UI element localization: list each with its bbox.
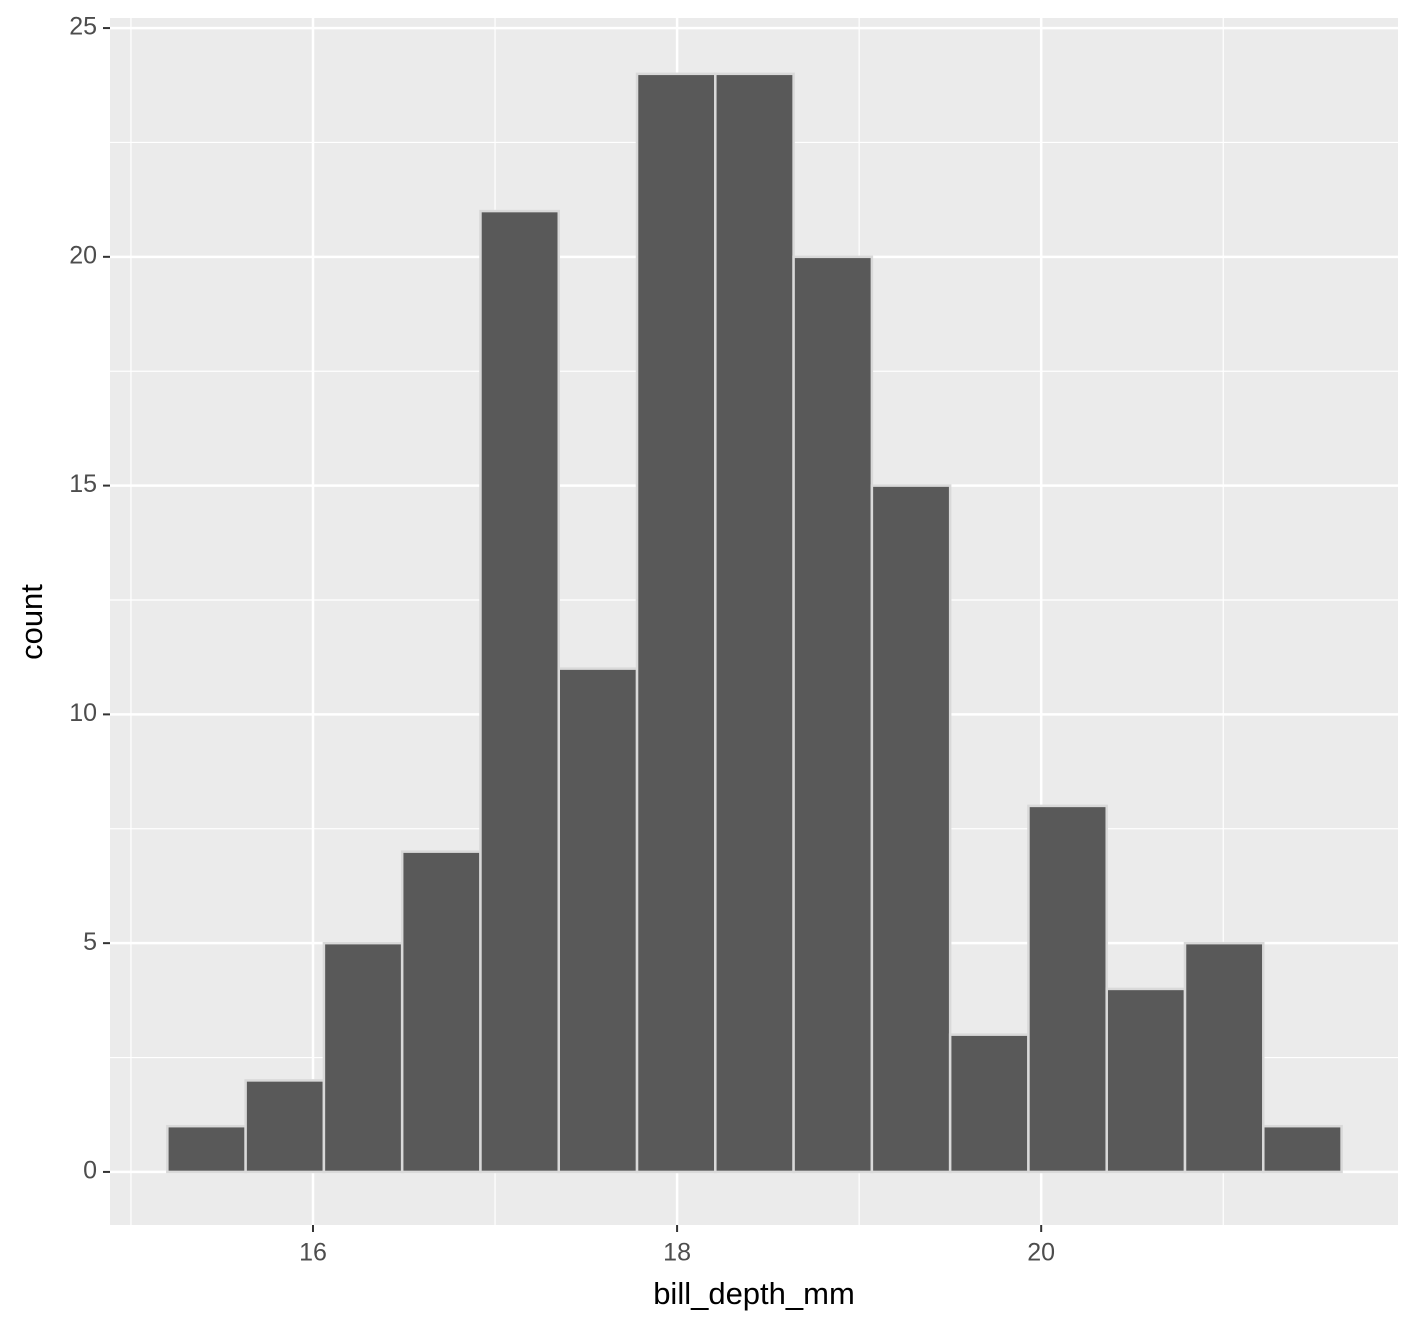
bar (1183, 941, 1265, 1174)
bar (635, 72, 717, 1174)
y-tick-label: 0 (83, 1157, 97, 1185)
bar (166, 1124, 247, 1174)
x-tick-label: 18 (663, 1239, 691, 1267)
bar (870, 484, 952, 1174)
y-tick-label: 20 (69, 241, 97, 269)
bar (1105, 987, 1187, 1174)
bar (1027, 804, 1108, 1174)
x-tick-label: 16 (299, 1239, 327, 1267)
x-tick-label: 20 (1027, 1239, 1055, 1267)
y-tick-label: 15 (69, 470, 97, 498)
bar (948, 1033, 1030, 1174)
y-tick-label: 10 (69, 699, 97, 727)
bar (792, 255, 874, 1174)
x-axis-title: bill_depth_mm (653, 1276, 855, 1311)
bar (244, 1079, 326, 1174)
bar (557, 667, 639, 1174)
y-tick-label: 25 (69, 13, 97, 41)
bar (400, 850, 482, 1174)
y-axis-title: count (14, 584, 49, 660)
bar (322, 941, 404, 1174)
bar (714, 72, 795, 1174)
bar (1262, 1124, 1343, 1174)
bar (479, 209, 561, 1174)
y-tick-label: 5 (83, 928, 97, 956)
